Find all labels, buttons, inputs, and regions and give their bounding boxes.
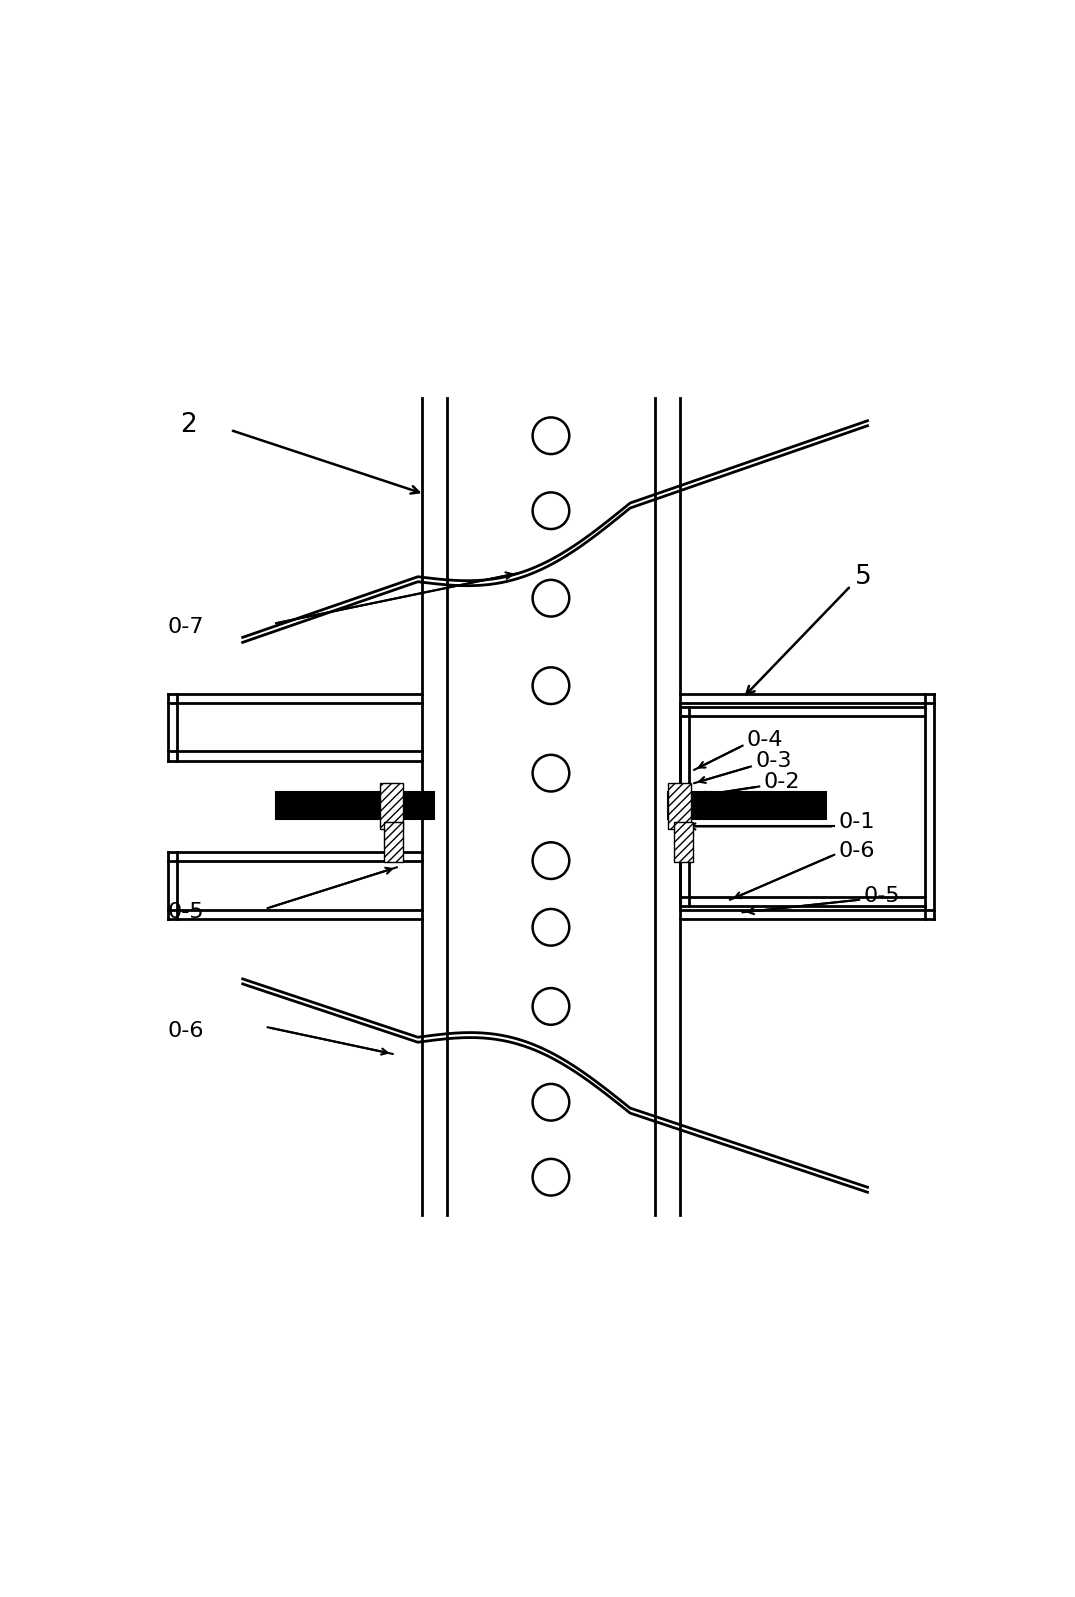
Bar <box>668 783 691 829</box>
Text: 5: 5 <box>855 564 872 591</box>
Text: 0-6: 0-6 <box>838 840 875 861</box>
Text: 0-5: 0-5 <box>168 902 204 923</box>
Text: 0-5: 0-5 <box>863 886 900 907</box>
Text: 0-3: 0-3 <box>755 752 791 771</box>
Bar <box>276 792 434 819</box>
Bar <box>674 822 692 862</box>
Text: 2: 2 <box>181 412 197 438</box>
Text: 0-7: 0-7 <box>168 618 204 637</box>
Bar <box>381 783 403 829</box>
Bar <box>385 822 403 862</box>
Text: 0-4: 0-4 <box>747 730 784 751</box>
Text: 0-2: 0-2 <box>763 773 800 792</box>
Text: 0-6: 0-6 <box>168 1022 204 1041</box>
Bar <box>668 792 826 819</box>
Text: 0-1: 0-1 <box>838 813 875 832</box>
